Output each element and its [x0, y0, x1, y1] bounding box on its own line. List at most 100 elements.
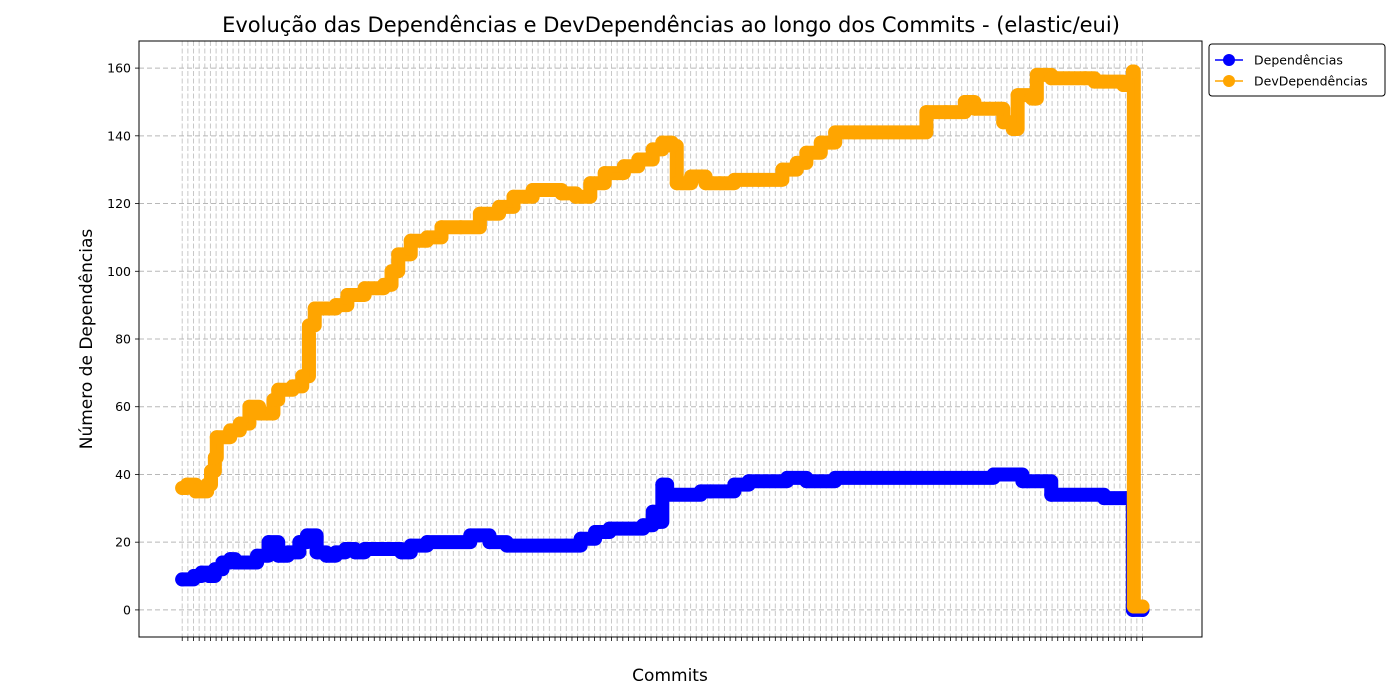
series-point-2: [1116, 78, 1131, 93]
series-point-1: [799, 474, 814, 489]
series-point-2: [554, 186, 569, 201]
series-point-2: [775, 162, 790, 177]
series-point-2: [328, 298, 343, 313]
series-point-1: [636, 518, 651, 533]
series-point-2: [669, 176, 684, 191]
series-point-1: [482, 535, 497, 550]
series-point-2: [1125, 64, 1140, 79]
series-point-1: [250, 548, 265, 563]
series-point-1: [741, 474, 756, 489]
series-point-2: [209, 430, 224, 445]
chart-title: Evolução das Dependências e DevDependênc…: [222, 13, 1120, 37]
series-point-2: [420, 230, 435, 245]
series-point-1: [420, 535, 435, 550]
series-point-2: [698, 176, 713, 191]
y-tick-label: 80: [115, 332, 131, 347]
series-point-1: [403, 538, 418, 553]
series-point-1: [986, 467, 1001, 482]
series-point-1: [828, 470, 843, 485]
legend: Dependências DevDependências: [1208, 43, 1386, 97]
series-point-2: [271, 382, 286, 397]
series-point-1: [300, 528, 315, 543]
series-point-1: [228, 555, 243, 570]
legend-entry: Dependências: [1254, 53, 1343, 68]
series-point-2: [1025, 91, 1040, 106]
series-point-1: [652, 514, 667, 529]
y-tick-label: 0: [123, 602, 131, 617]
series-point-2: [813, 135, 828, 150]
series-point-2: [568, 189, 583, 204]
series-point-1: [499, 538, 514, 553]
x-axis-label: Commits: [632, 666, 708, 686]
series-point-2: [991, 101, 1006, 116]
series-point-1: [602, 521, 617, 536]
series-point-2: [403, 233, 418, 248]
series-point-1: [1044, 487, 1059, 502]
series-point-1: [357, 541, 372, 556]
y-tick-label: 100: [107, 264, 131, 279]
series-point-2: [307, 301, 322, 316]
series-point-2: [1029, 67, 1044, 82]
series-point-1: [1020, 474, 1035, 489]
series-point-2: [967, 101, 982, 116]
series-point-1: [727, 477, 742, 492]
y-tick-label: 120: [107, 196, 131, 211]
series-point-2: [684, 169, 699, 184]
series-point-1: [645, 504, 660, 519]
series-point-2: [1010, 88, 1025, 103]
y-tick-label: 60: [115, 399, 131, 414]
series-point-2: [453, 220, 468, 235]
series-point-2: [188, 484, 203, 499]
series-point-2: [525, 183, 540, 197]
series-point-2: [1087, 74, 1102, 89]
series-point-2: [616, 159, 631, 174]
series-point-2: [252, 406, 267, 421]
series-point-2: [712, 176, 727, 191]
legend-box: [1208, 43, 1386, 97]
y-tick-label: 140: [107, 128, 131, 143]
series-point-2: [751, 172, 766, 187]
series-point-2: [357, 281, 372, 296]
legend-swatch-marker: [1223, 75, 1235, 87]
series-point-2: [384, 264, 399, 279]
series-point-2: [631, 152, 646, 167]
series-point-2: [727, 172, 742, 187]
series-point-2: [789, 155, 804, 170]
series-point-2: [506, 189, 521, 204]
series-point-1: [261, 535, 276, 550]
y-tick-label: 160: [107, 61, 131, 76]
series-point-2: [828, 125, 843, 140]
series-point-2: [1097, 74, 1112, 89]
series-point-1: [660, 487, 675, 502]
series-point-2: [664, 138, 679, 153]
series-point-1: [780, 470, 795, 485]
y-tick-label: 40: [115, 467, 131, 482]
series-point-2: [301, 318, 316, 333]
series-point-2: [472, 206, 487, 221]
axes-frame: [138, 40, 1203, 638]
y-tick-label: 20: [115, 535, 131, 550]
series-point-2: [799, 145, 814, 160]
series-point-2: [207, 450, 222, 465]
series-point-2: [295, 369, 310, 384]
series-point-1: [1097, 491, 1112, 506]
plot-area: 0 20 40 60 80 100 120 140 160: [107, 40, 1203, 641]
series-point-2: [905, 125, 920, 140]
series-point-2: [376, 277, 391, 292]
series-point-1: [463, 528, 478, 543]
series-point-2: [1005, 122, 1020, 137]
series-point-1: [280, 545, 295, 560]
series-point-2: [938, 105, 953, 120]
series-point-2: [583, 176, 598, 191]
series-point-2: [285, 379, 300, 394]
series-point-2: [391, 247, 406, 262]
series-point-1: [573, 531, 588, 546]
y-axis-label: Número de Dependências: [77, 229, 97, 450]
series-point-2: [847, 125, 862, 140]
series-point-2: [1044, 71, 1059, 86]
series-point-2: [200, 477, 215, 492]
series-point-2: [492, 199, 507, 214]
series-point-2: [232, 416, 247, 431]
series-point-1: [703, 484, 718, 499]
